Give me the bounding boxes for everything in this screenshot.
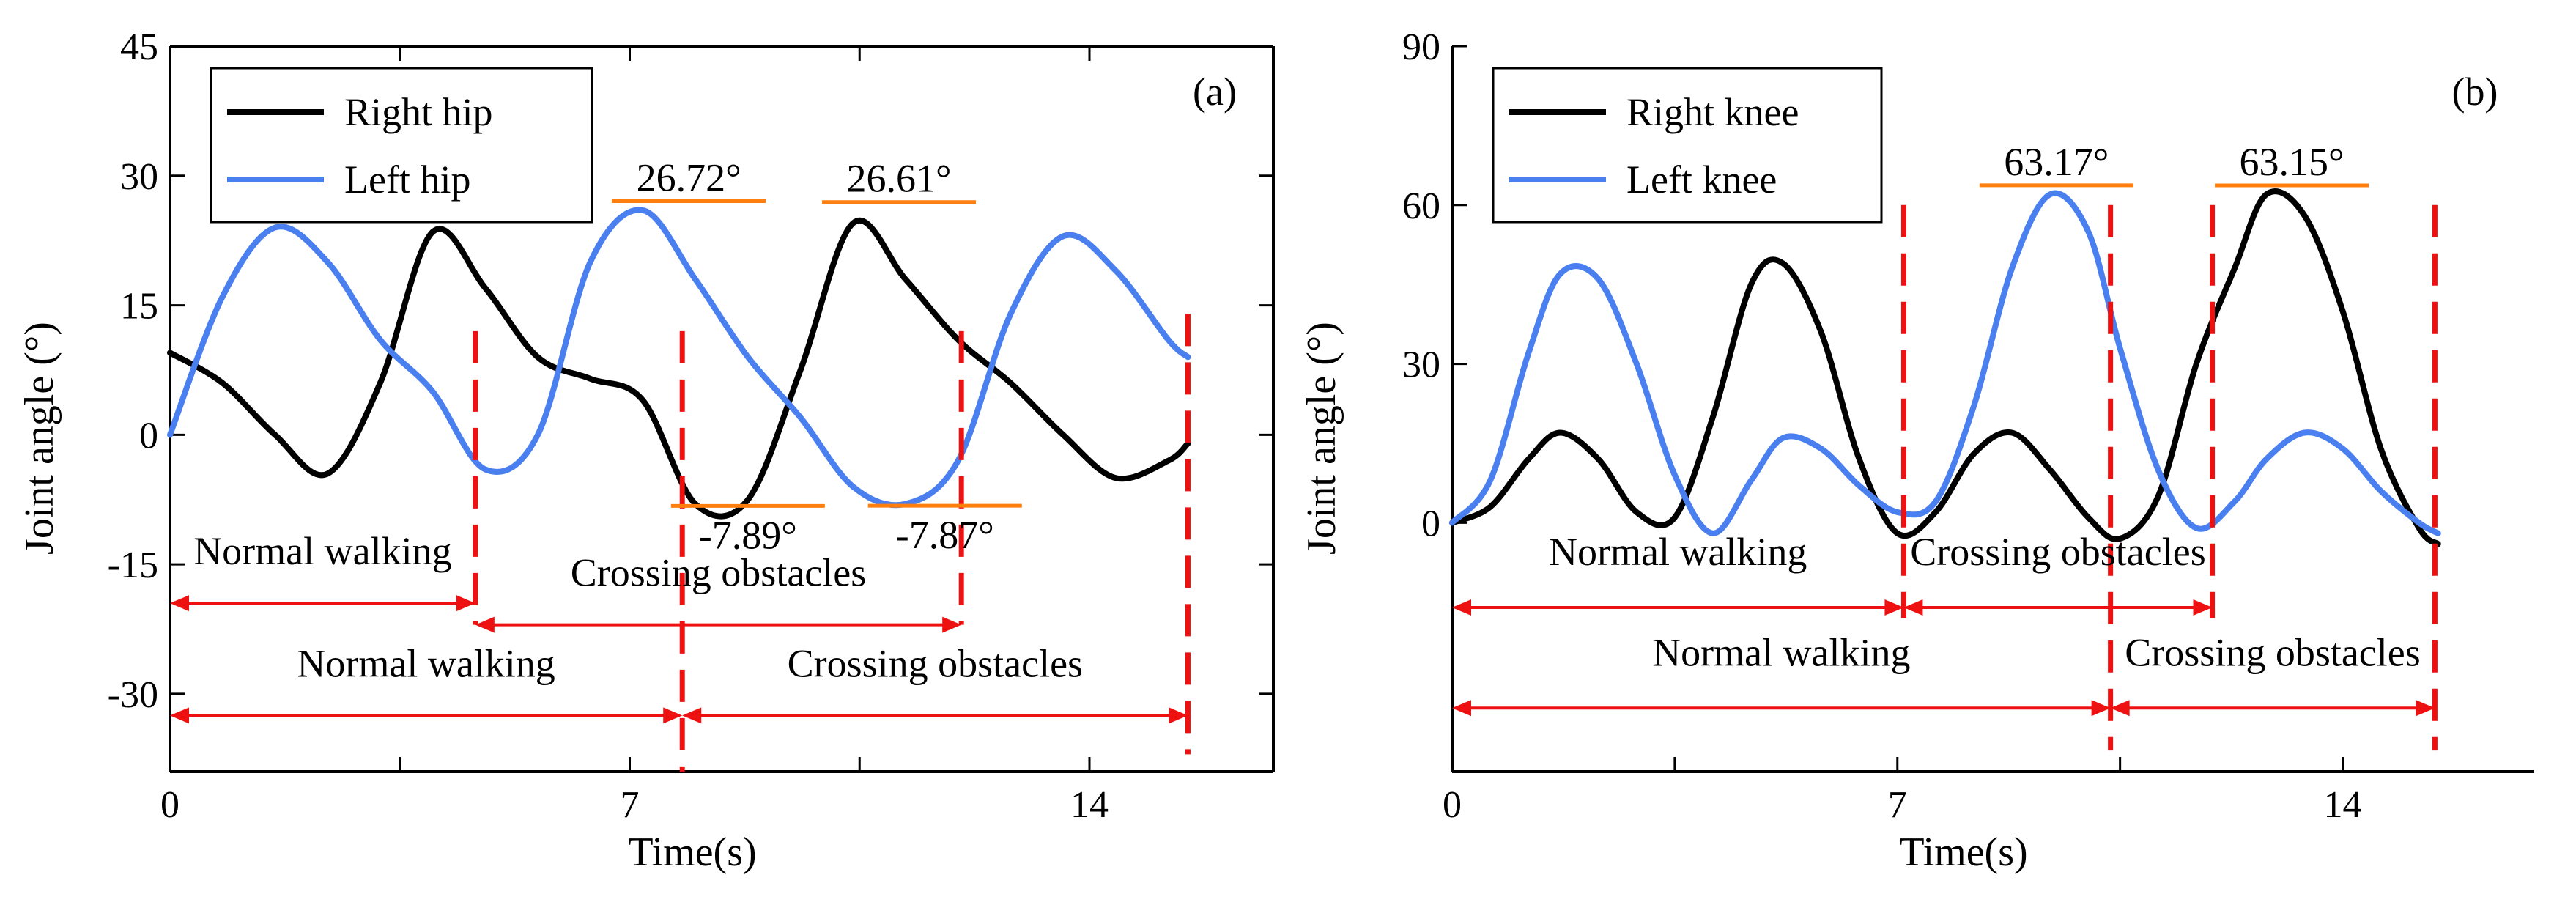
segment-arrow-left	[170, 595, 189, 612]
legend-box	[210, 67, 593, 224]
x-tick-label: 0	[1443, 784, 1462, 826]
segment-label: Normal walking	[193, 529, 451, 573]
segment-label: Normal walking	[1652, 630, 1910, 674]
peak-label: -7.87°	[896, 513, 994, 557]
segment-arrow-left	[1452, 700, 1471, 717]
segment-arrow-right	[942, 616, 962, 633]
segment-arrow-right	[2091, 700, 2111, 717]
segment-arrow-left	[1452, 599, 1471, 616]
peak-label: 26.61°	[846, 157, 951, 201]
y-tick-label: 0	[139, 415, 158, 457]
segment-arrow-right	[663, 707, 683, 724]
segment-label: Crossing obstacles	[1910, 530, 2205, 574]
series-line-left-hip	[167, 207, 1191, 509]
panel-label: (a)	[1193, 70, 1237, 114]
segment-label: Crossing obstacles	[571, 551, 866, 595]
peak-label: 63.17°	[2004, 140, 2109, 184]
x-axis-title: Time(s)	[1899, 830, 2027, 875]
y-axis-title: Joint angle (°)	[1299, 322, 1344, 555]
y-tick-label: 15	[120, 286, 158, 328]
segment-arrow-right	[456, 595, 475, 612]
panel-label: (b)	[2452, 70, 2498, 114]
legend-label: Right knee	[1626, 90, 1799, 134]
segment-arrow-left	[1903, 599, 1923, 616]
segment-arrow-right	[1169, 707, 1188, 724]
segment-label: Crossing obstacles	[788, 641, 1083, 685]
y-tick-label: -30	[108, 674, 158, 716]
segment-arrow-left	[475, 616, 495, 633]
y-tick-label: 30	[1402, 344, 1440, 386]
segment-arrow-right	[2193, 599, 2213, 616]
peak-label: 63.15°	[2240, 140, 2344, 184]
legend-label: Left knee	[1626, 158, 1777, 202]
series-line-left-knee	[1449, 190, 2441, 536]
segment-arrow-right	[1884, 599, 1904, 616]
x-tick-label: 0	[160, 784, 179, 826]
x-axis-title: Time(s)	[628, 830, 756, 875]
y-tick-label: 60	[1402, 185, 1440, 227]
y-axis-title: Joint angle (°)	[17, 322, 62, 555]
y-tick-label: 30	[120, 156, 158, 198]
y-tick-label: 90	[1402, 26, 1440, 68]
peak-label: 26.72°	[637, 155, 741, 199]
segment-label: Crossing obstacles	[2125, 630, 2420, 674]
segment-label: Normal walking	[1549, 530, 1807, 574]
y-tick-label: 0	[1421, 503, 1440, 544]
legend-box	[1492, 67, 1883, 224]
segment-arrow-right	[2416, 700, 2435, 717]
x-tick-label: 14	[2324, 784, 2362, 826]
series-line-right-knee	[1449, 188, 2441, 547]
x-tick-label: 14	[1070, 784, 1109, 826]
y-tick-label: 45	[120, 26, 158, 68]
segment-arrow-left	[2110, 700, 2130, 717]
segment-label: Normal walking	[297, 641, 555, 685]
y-tick-label: -15	[108, 544, 158, 586]
segment-arrow-left	[682, 707, 702, 724]
legend-label: Left hip	[344, 158, 470, 202]
legend-label: Right hip	[344, 90, 493, 134]
segment-arrow-left	[170, 707, 189, 724]
panel-b-knee-angles: 0 30 60 90 0 7 14 Time(s) Joint angle (°) (b) Norm…	[1299, 26, 2534, 875]
series-line-right-hip	[167, 218, 1191, 520]
x-tick-label: 7	[1888, 784, 1907, 826]
panel-a-hip-angles: -30 -15 0 15 30 45 0 7 14 Time(s) Joint angle (°) (…	[17, 26, 1275, 875]
peak-label: -7.89°	[699, 513, 797, 557]
x-tick-label: 7	[621, 784, 640, 826]
